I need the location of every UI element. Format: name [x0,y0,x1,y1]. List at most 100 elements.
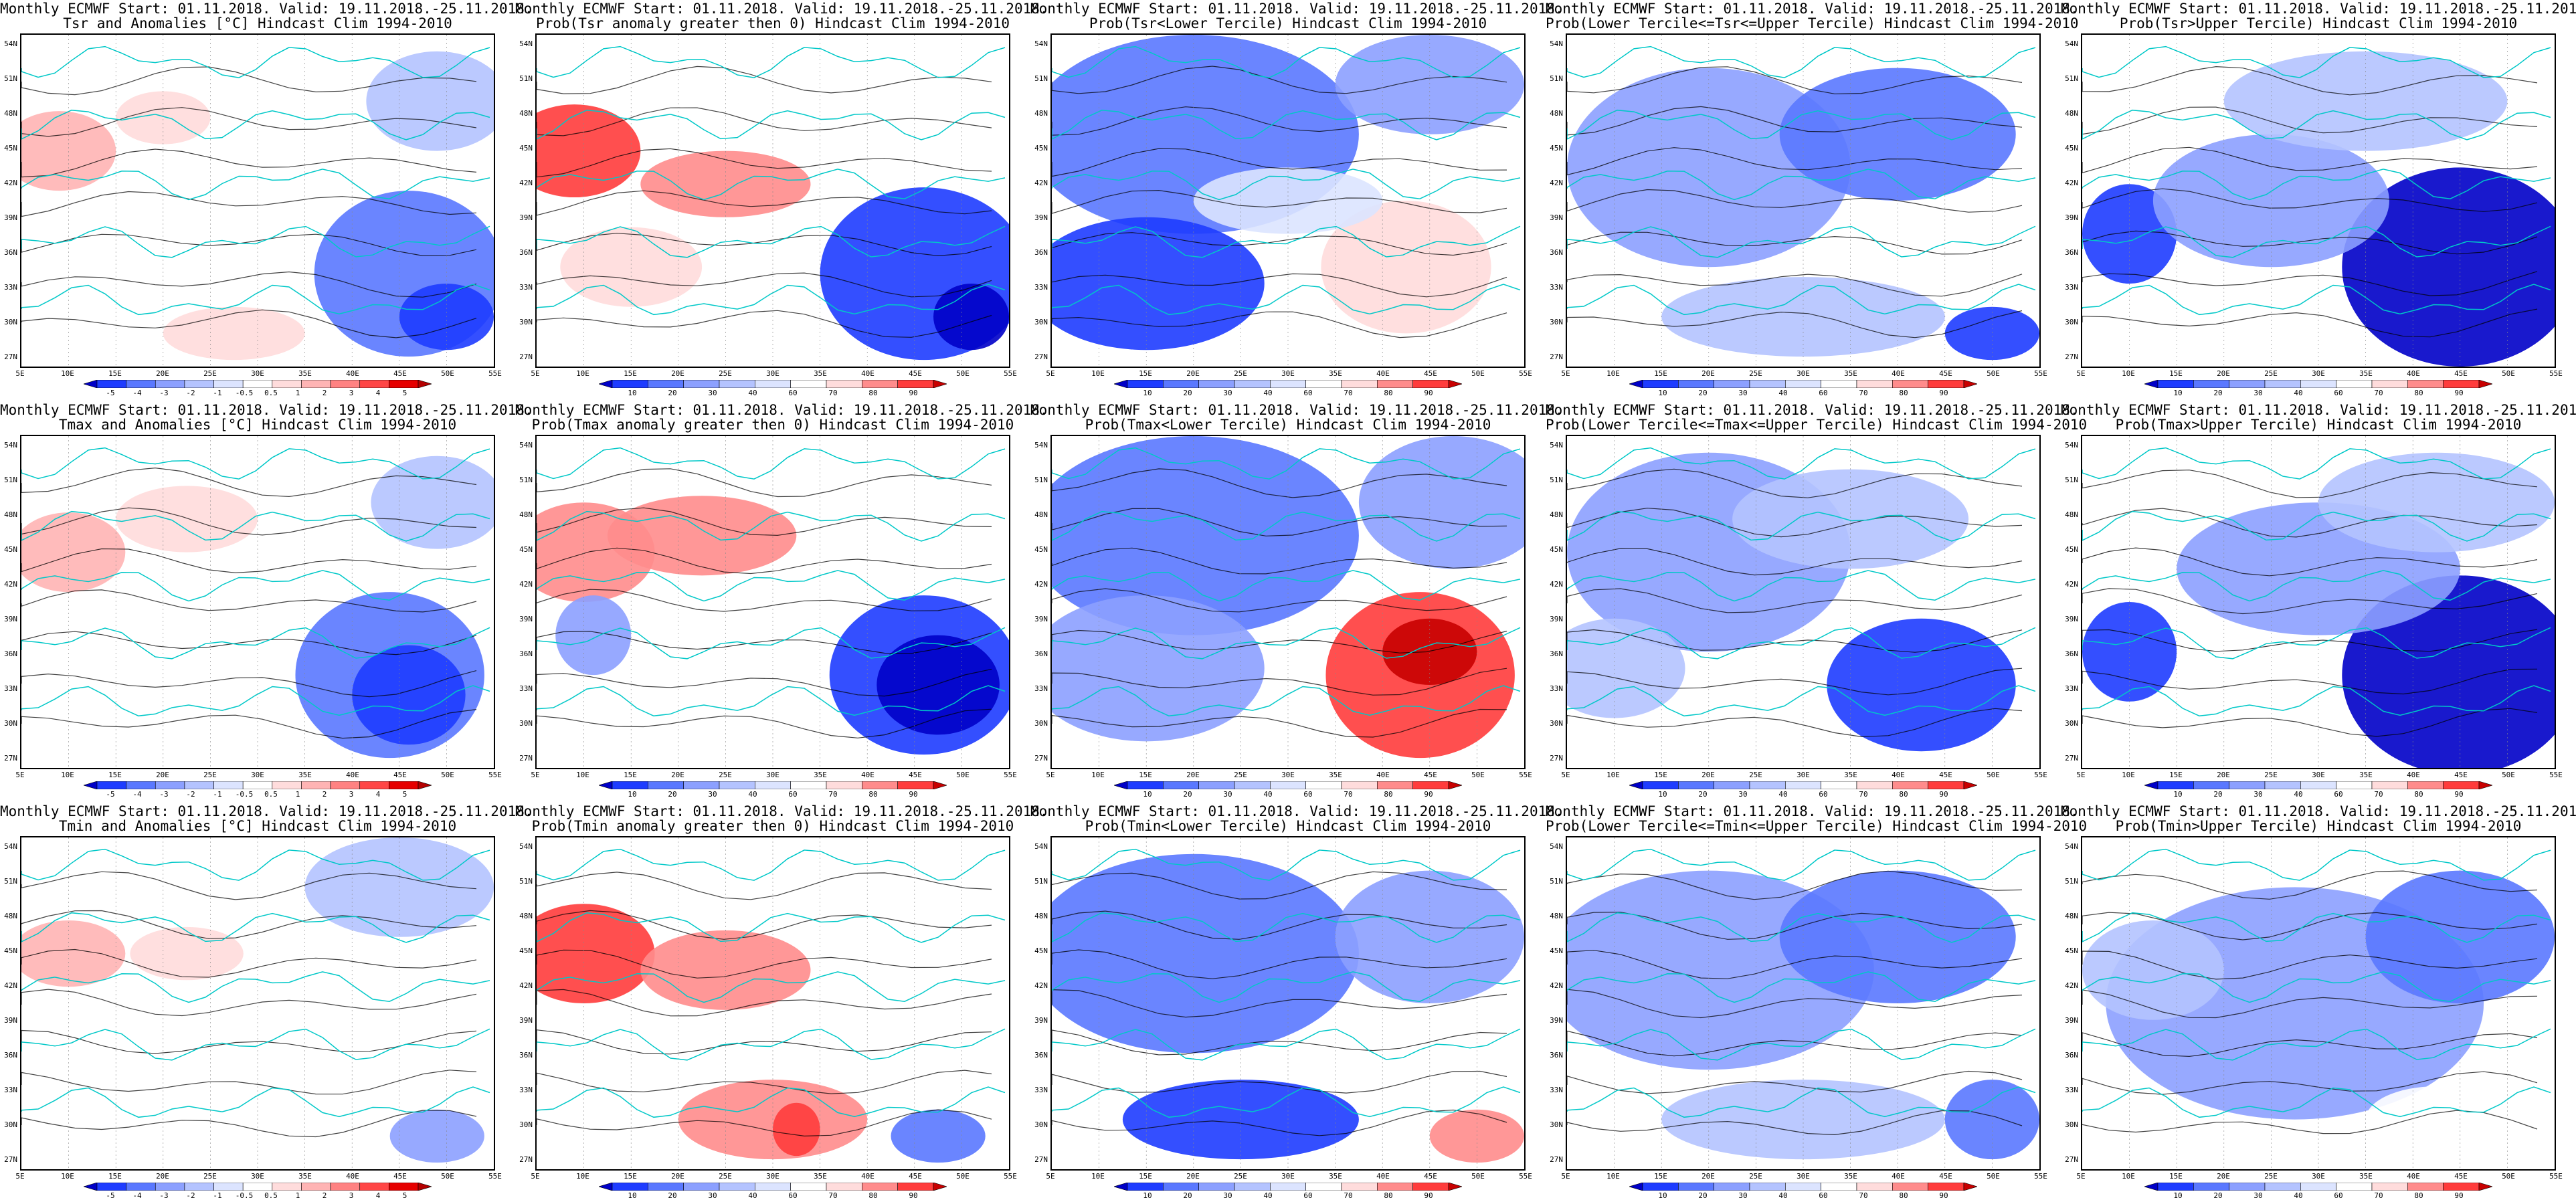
temperature-contour-line [2082,146,2538,174]
colorbar-segment [897,781,934,789]
temperature-contour-line [1567,66,2023,94]
colorbar-tick-label: 4 [375,790,381,799]
latitude-tick-label: 45N [4,946,17,955]
colorbar-tick-label: 90 [2454,790,2464,799]
temperature-contour-line [2082,1110,2538,1134]
temperature-contour-line [2082,470,2538,498]
map-field-svg [1567,436,2039,768]
latitude-tick-label: 42N [2065,179,2078,187]
temperature-contour-line [537,310,992,338]
colorbar-low-arrow [2144,781,2158,789]
latitude-tick-label: 51N [519,74,533,83]
coastline-border-line [21,109,490,140]
colorbar-tick-label: 30 [1738,1191,1748,1200]
colorbar-tick-label: 80 [1384,389,1393,397]
coastline-border-line [1567,225,2036,258]
colorbar-segment [2443,1183,2480,1191]
colorbar-segment [683,380,720,388]
longitude-tick-label: 25E [2264,771,2278,779]
latitude-tick-label: 39N [1550,615,1563,623]
colorbar-tick-label: 20 [1698,1191,1708,1200]
temperature-contour-line [21,1070,477,1095]
panel-title-line2: Prob(Tmin anomaly greater then 0) Hindca… [531,818,1014,834]
colorbar-segment [2264,781,2301,789]
colorbar-tick-label: 10 [1143,1191,1152,1200]
map-field-svg [1052,35,1524,367]
longitude-tick-label: 40E [346,369,359,378]
temperature-contour-line [2082,1071,2538,1095]
longitude-tick-label: 10E [1606,1172,1620,1181]
temperature-contour-line [21,670,477,698]
colorbar [1629,781,1977,789]
longitude-tick-label: 40E [1376,1172,1390,1181]
colorbar-tick-label: 10 [1658,790,1667,799]
coastline-border-line [21,447,490,480]
latitude-tick-label: 39N [1034,213,1048,222]
colorbar-segment [1234,380,1271,388]
colorbar-tick-label: -5 [106,389,115,397]
temperature-contour-line [1052,547,1507,575]
temperature-contour-line [537,589,992,612]
latitude-tick-label: 27N [4,353,17,361]
temperature-contour-line [2082,66,2538,96]
colorbar-tick-label: 80 [868,1191,878,1200]
map-plot-area [2081,33,2556,368]
latitude-tick-label: 39N [4,615,17,623]
longitude-tick-label: 10E [1091,369,1105,378]
colorbar-tick-label: 40 [1778,790,1788,799]
longitude-tick-label: 55E [2034,771,2047,779]
colorbar-segment [1821,380,1857,388]
colorbar [1114,781,1462,789]
coastline-border-line [1052,284,1521,316]
coastline-border-line [537,570,1006,602]
temperature-contour-line [2082,989,2538,1019]
latitude-tick-label: 33N [2065,283,2078,292]
latitude-tick-label: 36N [4,1051,17,1060]
colorbar-low-arrow [2144,380,2158,388]
shaded-anomaly-region [1944,306,2039,361]
colorbar-segment [2264,1183,2301,1191]
panel-title-line1: Monthly ECMWF Start: 01.11.2018. Valid: … [1546,1,2079,17]
colorbar-segment [2336,380,2373,388]
longitude-tick-label: 15E [1139,1172,1152,1181]
longitude-tick-label: 40E [861,1172,875,1181]
coastline-border-line [21,1028,490,1061]
colorbar-tick-label: 20 [1183,790,1192,799]
temperature-contour-line [21,1110,477,1138]
colorbar-tick-label: 80 [1899,1191,1908,1200]
longitude-tick-label: 45E [2454,771,2468,779]
longitude-tick-label: 15E [2169,1172,2183,1181]
map-plot-area [20,435,495,769]
panel-title-line1: Monthly ECMWF Start: 01.11.2018. Valid: … [1030,1,1564,17]
map-panel: Monthly ECMWF Start: 01.11.2018. Valid: … [1546,401,2087,803]
coastline-border-line [2082,685,2551,717]
temperature-contour-line [1052,949,1507,979]
temperature-contour-line [2082,912,2538,940]
shaded-anomaly-region [1382,618,1477,685]
latitude-tick-label: 36N [1034,1051,1048,1060]
colorbar-tick-label: 60 [2334,1191,2343,1200]
coastline-border-line [537,225,1006,258]
colorbar-tick-label: 30 [1738,389,1748,397]
shaded-anomaly-region [1321,201,1491,334]
longitude-tick-label: 45E [1424,1172,1437,1181]
colorbar-tick-label: 10 [2173,389,2183,397]
colorbar-tick-label: 70 [1344,1191,1353,1200]
latitude-tick-label: 51N [2065,476,2078,484]
map-panel: Monthly ECMWF Start: 01.11.2018. Valid: … [1030,401,1564,803]
colorbar-segment [612,781,648,789]
longitude-tick-label: 40E [2407,1172,2420,1181]
longitude-tick-label: 10E [2122,771,2135,779]
latitude-tick-label: 30N [4,719,17,728]
colorbar-tick-label: 30 [1223,790,1232,799]
latitude-tick-label: 54N [2065,441,2078,449]
shaded-anomaly-region [555,595,632,676]
colorbar-tick-label: 2 [322,389,327,397]
longitude-tick-label: 5E [1046,369,1055,378]
temperature-contour-line [537,631,992,654]
temperature-contour-line [21,589,477,613]
colorbar-tick-label: 80 [868,790,878,799]
colorbar-low-arrow [1629,1183,1643,1191]
longitude-tick-label: 20E [156,771,169,779]
latitude-tick-label: 33N [2065,684,2078,693]
